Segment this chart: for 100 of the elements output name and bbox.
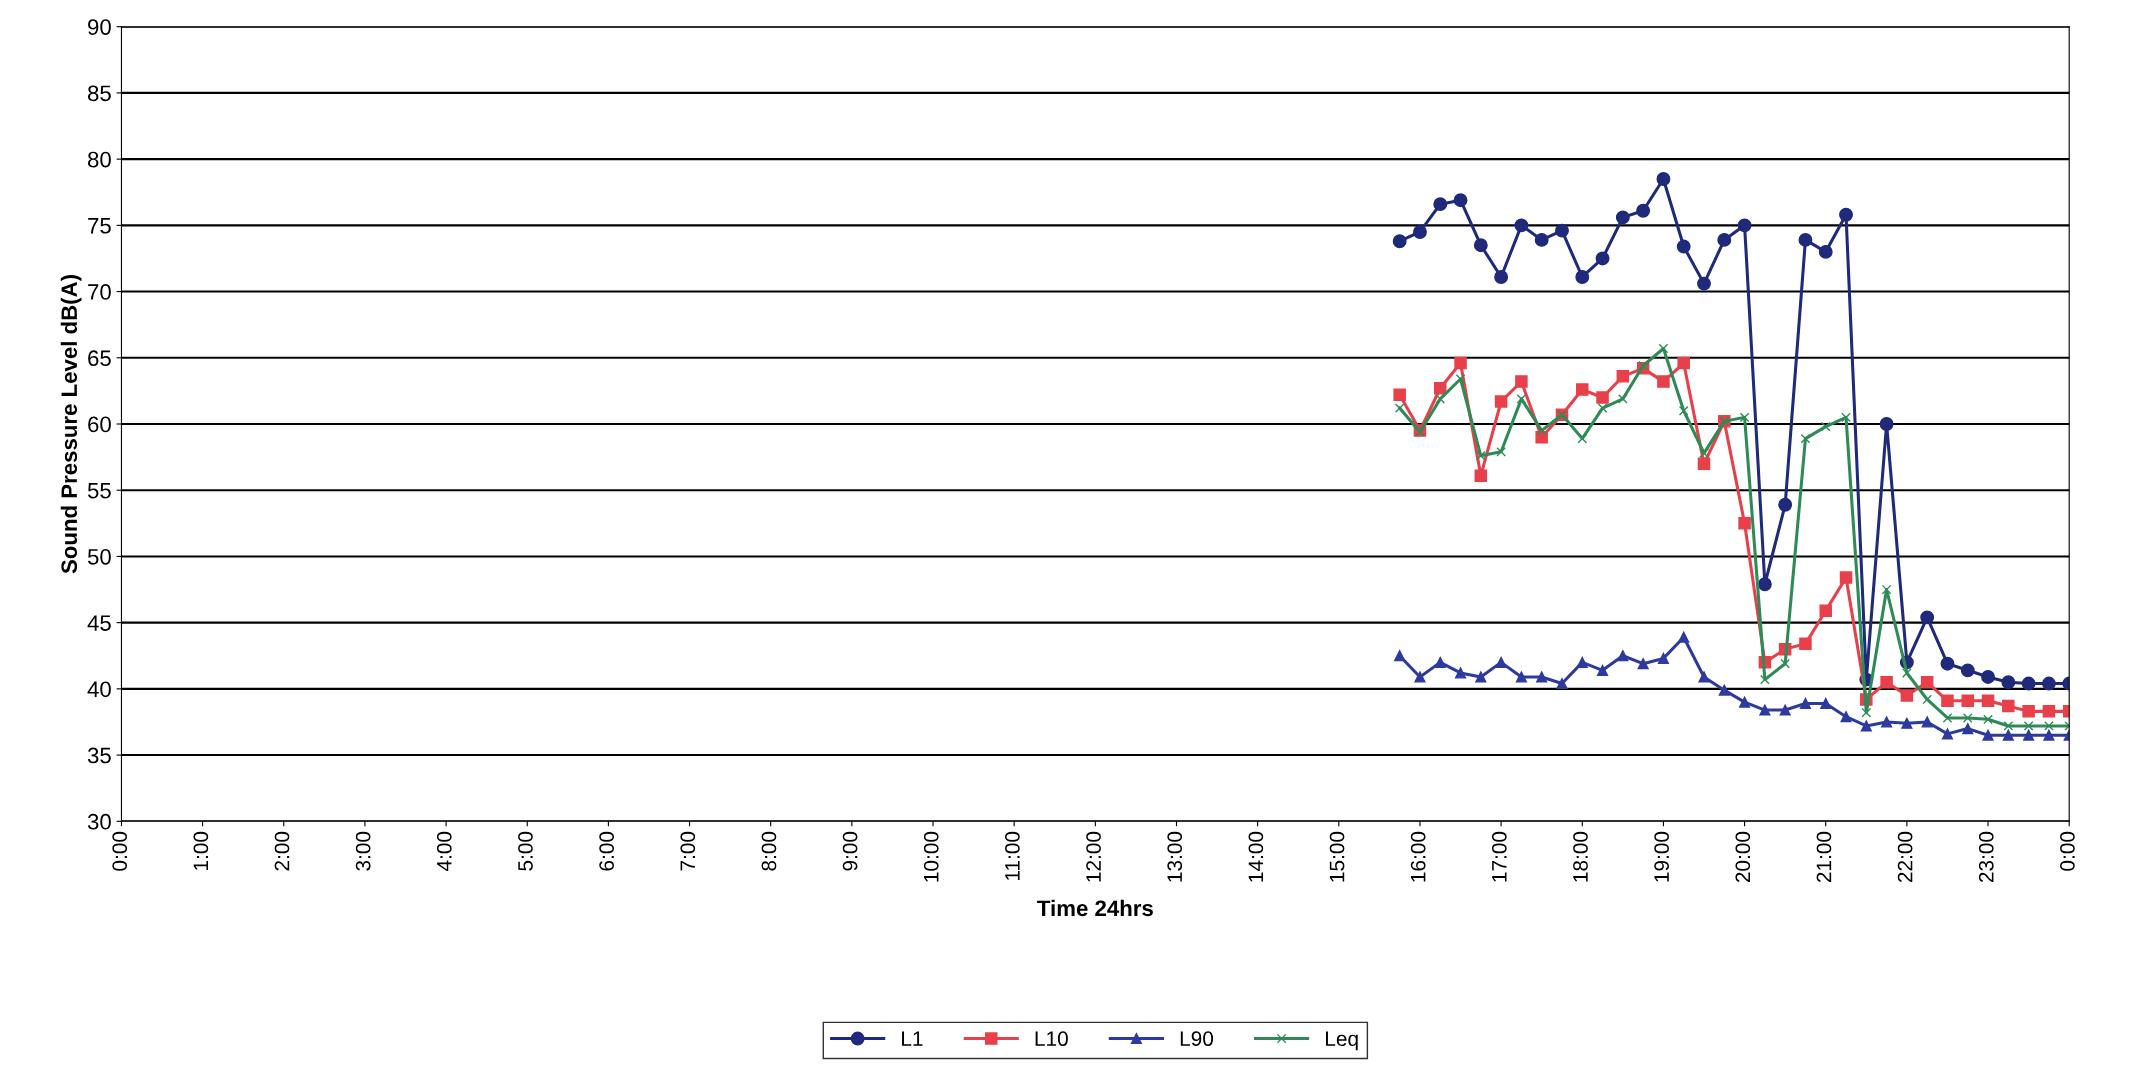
point <box>2003 721 2014 731</box>
y-tick-label: 45 <box>87 615 111 631</box>
point <box>1454 667 1467 679</box>
point <box>1759 674 1770 685</box>
y-tick-label: 65 <box>88 350 111 367</box>
point <box>1962 723 1974 735</box>
point <box>1881 716 1893 728</box>
point <box>1738 517 1751 530</box>
legend-label: L90 <box>1180 1031 1214 1047</box>
x-tick-label: 17:00 <box>1491 831 1507 882</box>
point <box>1678 405 1689 416</box>
point <box>1861 707 1872 718</box>
point <box>1393 388 1406 402</box>
point <box>1516 393 1527 404</box>
point <box>1596 391 1609 404</box>
y-tick-label: 50 <box>87 548 111 565</box>
point <box>2022 705 2035 718</box>
x-tick-label: 3:00 <box>355 831 371 871</box>
x-tick-label: 12:00 <box>1086 831 1101 882</box>
x-tick-label: 8:00 <box>761 831 777 871</box>
x-tick-label: 0:00 <box>112 831 128 871</box>
point <box>1819 604 1832 617</box>
point <box>1657 652 1669 664</box>
x-axis-title: Time 24hrs <box>1037 899 1153 917</box>
point <box>2041 676 2056 691</box>
point <box>1677 356 1690 370</box>
point <box>1656 172 1671 186</box>
point <box>1941 728 1954 740</box>
x-tick-label: 23:00 <box>1978 831 1994 883</box>
point <box>1920 675 1934 689</box>
x-tick-label: 22:00 <box>1897 831 1913 883</box>
point <box>1779 704 1791 716</box>
point <box>1860 720 1872 732</box>
x-tick-label: 4:00 <box>436 831 452 872</box>
point <box>1636 203 1651 218</box>
point <box>1840 711 1852 723</box>
point <box>1394 650 1406 662</box>
point <box>1657 375 1670 388</box>
point <box>1453 193 1468 208</box>
x-tick-label: 19:00 <box>1654 831 1670 882</box>
point <box>1494 270 1509 284</box>
point <box>1799 697 1812 709</box>
y-tick-label: 30 <box>87 813 111 830</box>
point <box>1515 671 1527 683</box>
x-tick-label: 10:00 <box>923 831 939 882</box>
point <box>2023 721 2034 731</box>
point <box>1473 238 1488 253</box>
point <box>1496 446 1506 457</box>
point <box>1556 678 1568 690</box>
point <box>1941 694 1954 708</box>
point <box>1739 412 1750 423</box>
y-tick-label: 60 <box>88 416 111 433</box>
point <box>1718 684 1730 696</box>
x-tick-label: 1:00 <box>193 831 209 870</box>
y-tick-label: 35 <box>87 747 111 764</box>
point <box>1757 577 1772 592</box>
legend-label: L1 <box>902 1031 923 1046</box>
point <box>1981 669 1995 684</box>
point <box>1576 656 1588 668</box>
point <box>1394 403 1405 413</box>
x-tick-label: 14:00 <box>1248 831 1264 882</box>
point <box>1597 403 1608 413</box>
point <box>1616 370 1630 383</box>
point <box>1879 417 1894 431</box>
point <box>1839 207 1853 222</box>
point <box>1637 658 1649 670</box>
point <box>1902 668 1912 678</box>
point <box>1596 664 1609 676</box>
point <box>1576 383 1589 396</box>
point <box>1818 244 1833 259</box>
point <box>1638 360 1649 371</box>
point <box>1575 270 1590 284</box>
point <box>1839 571 1853 584</box>
x-tick-label: 16:00 <box>1410 831 1426 882</box>
point <box>1960 663 1975 678</box>
point <box>1697 276 1711 291</box>
point <box>1880 675 1893 689</box>
point <box>1392 234 1407 249</box>
point <box>1798 232 1813 247</box>
y-tick-label: 40 <box>87 681 111 698</box>
point <box>2042 705 2056 718</box>
point <box>1799 637 1812 651</box>
point <box>1413 225 1427 239</box>
point <box>1678 631 1690 643</box>
point <box>1697 457 1711 470</box>
point <box>1455 374 1466 384</box>
y-tick-label: 75 <box>88 218 111 234</box>
x-tick-label: 2:00 <box>274 831 290 871</box>
point <box>1737 218 1752 233</box>
point <box>1534 232 1549 247</box>
point <box>1962 713 1973 723</box>
point <box>1820 697 1832 709</box>
point <box>1454 356 1467 370</box>
x-tick-label: 15:00 <box>1329 831 1345 882</box>
point <box>1433 381 1447 395</box>
point <box>1515 375 1528 388</box>
x-tick-label: 5:00 <box>518 831 533 871</box>
point <box>1495 656 1507 668</box>
x-tick-label: 21:00 <box>1816 831 1832 883</box>
point <box>1961 694 1975 708</box>
